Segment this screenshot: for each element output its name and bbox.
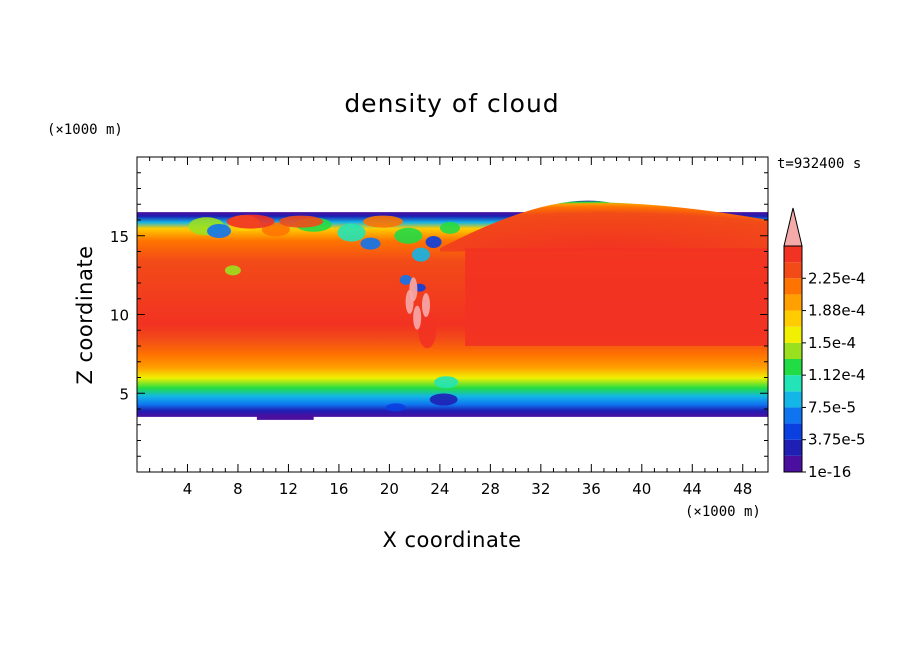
colorbar-label-4: 1.5e-4	[808, 334, 856, 352]
eddy-19	[279, 215, 324, 228]
x-tick-label-8: 8	[233, 480, 243, 498]
y-axis-ticks: 5 10 15	[110, 172, 768, 457]
colorbar-level-12	[784, 262, 802, 279]
colorbar-label-1: 3.75e-5	[808, 431, 866, 449]
eddy-9	[425, 236, 442, 249]
x-axis-title: X coordinate	[382, 528, 521, 552]
x-tick-label-32: 32	[531, 480, 550, 498]
x-tick-label-12: 12	[279, 480, 298, 498]
colorbar-level-0	[784, 455, 802, 472]
colorbar: 1e-16 3.75e-5 7.5e-5 1.12e-4 1.5e-4 1.88e-4 2.…	[783, 207, 866, 481]
colorbar-label-3: 1.12e-4	[808, 366, 866, 384]
x-tick-label-44: 44	[683, 480, 702, 498]
colorbar-frame	[783, 245, 803, 473]
eddy-11	[399, 274, 412, 285]
peak-streak-2	[421, 293, 430, 318]
colorbar-level-7	[784, 342, 802, 359]
colorbar-label-2: 7.5e-5	[808, 398, 856, 416]
density-field	[137, 200, 768, 420]
colorbar-label-0: 1e-16	[808, 463, 851, 481]
colorbar-level-10	[784, 294, 802, 311]
x-tick-label-16: 16	[329, 480, 348, 498]
eddy-6	[360, 237, 381, 250]
eddy-7	[394, 227, 423, 244]
colorbar-level-8	[784, 326, 802, 343]
y-tick-label-5: 5	[119, 385, 129, 403]
x-tick-label-40: 40	[632, 480, 651, 498]
colorbar-label-5: 1.88e-4	[808, 302, 866, 320]
chart-title: density of cloud	[344, 89, 559, 118]
eddy-1	[207, 224, 232, 239]
colorbar-level-9	[784, 310, 802, 327]
eddy-8	[411, 247, 430, 262]
eddy-14	[418, 312, 437, 349]
eddy-17	[385, 403, 406, 412]
cloud-base-lobe	[256, 414, 314, 420]
x-unit-label: (×1000 m)	[685, 504, 761, 520]
colorbar-level-5	[784, 375, 802, 392]
eddy-15	[434, 376, 459, 389]
y-tick-label-10: 10	[110, 307, 129, 325]
x-tick-label-48: 48	[733, 480, 752, 498]
y-unit-label: (×1000 m)	[47, 122, 123, 138]
cloud-dome	[439, 200, 768, 252]
colorbar-level-3	[784, 407, 802, 424]
eddy-13	[224, 265, 241, 276]
dome-core	[465, 248, 768, 346]
colorbar-level-4	[784, 391, 802, 408]
eddy-5	[337, 223, 366, 242]
eddy-20	[363, 215, 404, 228]
colorbar-level-6	[784, 359, 802, 376]
y-tick-label-15: 15	[110, 228, 129, 246]
x-tick-label-24: 24	[430, 480, 449, 498]
time-label: t=932400 s	[777, 156, 861, 172]
peak-streak-3	[409, 277, 418, 302]
colorbar-extend-triangle	[783, 207, 803, 247]
peak-streak-1	[413, 305, 422, 330]
x-tick-label-4: 4	[183, 480, 193, 498]
colorbar-level-11	[784, 278, 802, 295]
x-tick-label-28: 28	[481, 480, 500, 498]
eddy-10	[439, 221, 460, 234]
x-tick-label-20: 20	[380, 480, 399, 498]
colorbar-label-6: 2.25e-4	[808, 269, 866, 287]
eddy-18	[226, 214, 275, 229]
eddy-16	[429, 393, 458, 406]
colorbar-level-2	[784, 423, 802, 440]
colorbar-level-13	[784, 246, 802, 263]
x-tick-label-36: 36	[582, 480, 601, 498]
colorbar-level-1	[784, 439, 802, 456]
y-axis-title: Z coordinate	[73, 245, 97, 384]
x-axis-ticks: 4 8 12 16 20 24 28 32 36 40 44 48	[149, 157, 756, 498]
